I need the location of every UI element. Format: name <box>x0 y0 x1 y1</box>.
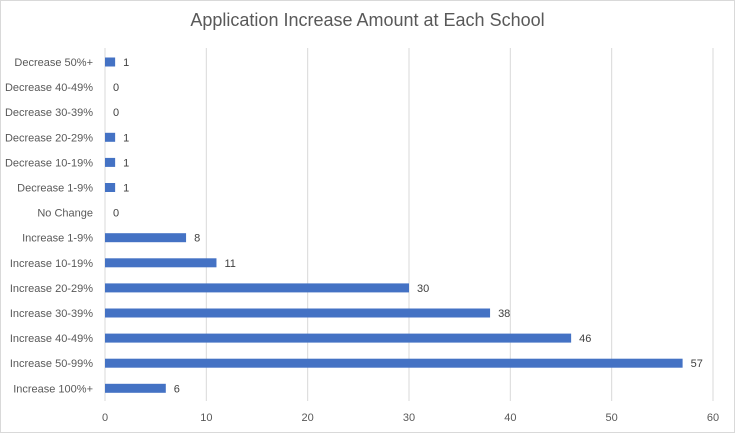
data-label: 57 <box>691 358 703 370</box>
data-label: 1 <box>123 157 129 169</box>
bar <box>105 57 116 67</box>
category-label: Increase 30-39% <box>10 308 93 320</box>
x-tick-label: 50 <box>606 412 618 424</box>
bar <box>105 333 572 343</box>
category-label: No Change <box>37 208 93 220</box>
category-label: Increase 40-49% <box>10 333 93 345</box>
category-label: Increase 50-99% <box>10 358 93 370</box>
data-label: 0 <box>113 107 119 119</box>
category-label: Decrease 30-39% <box>5 107 93 119</box>
data-label: 8 <box>194 233 200 245</box>
data-label: 0 <box>113 208 119 220</box>
data-label: 0 <box>113 82 119 94</box>
bar <box>105 258 217 268</box>
bar <box>105 358 683 368</box>
bar <box>105 308 491 318</box>
x-tick-label: 10 <box>200 412 212 424</box>
data-label: 38 <box>498 308 510 320</box>
x-tick-label: 60 <box>707 412 719 424</box>
category-label: Decrease 1-9% <box>17 183 93 195</box>
x-tick-label: 40 <box>504 412 516 424</box>
x-tick-label: 0 <box>102 412 108 424</box>
category-label: Decrease 20-29% <box>5 132 93 144</box>
category-label: Increase 1-9% <box>22 233 93 245</box>
data-label: 1 <box>123 183 129 195</box>
category-label: Decrease 50%+ <box>14 57 93 69</box>
data-label: 1 <box>123 132 129 144</box>
data-label: 6 <box>174 383 180 395</box>
bar <box>105 383 166 393</box>
category-label: Increase 100%+ <box>13 383 93 395</box>
data-label: 1 <box>123 57 129 69</box>
bar <box>105 283 409 293</box>
category-label: Decrease 10-19% <box>5 157 93 169</box>
chart-title: Application Increase Amount at Each Scho… <box>190 10 545 30</box>
data-label: 30 <box>417 283 429 295</box>
x-tick-label: 30 <box>403 412 415 424</box>
bar <box>105 132 116 142</box>
data-label: 11 <box>224 258 235 270</box>
category-label: Decrease 40-49% <box>5 82 93 94</box>
bar <box>105 157 116 167</box>
x-tick-label: 20 <box>302 412 314 424</box>
bar <box>105 233 187 243</box>
data-label: 46 <box>579 333 591 345</box>
bar <box>105 183 116 192</box>
category-label: Increase 10-19% <box>10 258 93 270</box>
category-label: Increase 20-29% <box>10 283 93 295</box>
